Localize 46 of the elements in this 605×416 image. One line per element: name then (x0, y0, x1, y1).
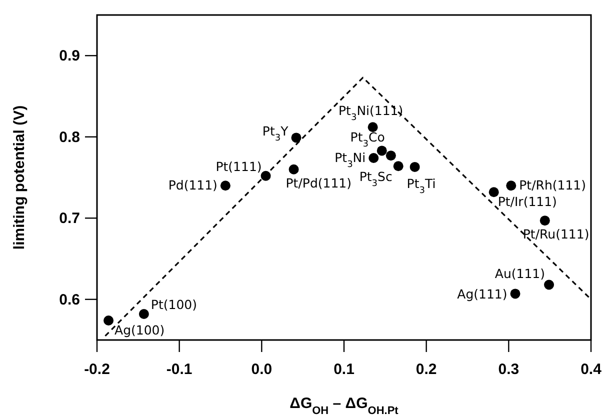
point (288, 164, 299, 174)
annotation: Pt(100) (150, 297, 197, 312)
point (506, 180, 516, 191)
annotation: Pt$_{3}$Ti (406, 176, 436, 196)
point (544, 280, 554, 290)
y-axis-title: limiting potential (V) (11, 105, 28, 250)
point (410, 162, 420, 172)
y-tick-label: 0.8 (59, 128, 80, 146)
point (291, 132, 302, 143)
annotation: Ag(111) (457, 286, 508, 302)
x-tick-label: 0.1 (334, 361, 354, 378)
annotation: Ag(100) (114, 322, 165, 338)
annotation: Au(111) (494, 266, 546, 281)
annotation: Pt$_{3}$Y (262, 124, 289, 144)
point (488, 187, 499, 198)
point (368, 153, 379, 163)
y-tick-label: 0.9 (59, 48, 80, 65)
point (386, 150, 396, 161)
x-tick-label: 0.2 (416, 361, 437, 378)
x-tick-label: -0.1 (166, 361, 192, 378)
annotation: Pd(111) (168, 178, 218, 193)
point (220, 180, 230, 191)
point (368, 122, 378, 132)
point (138, 309, 149, 319)
annotation: Pt/Ir(111) (498, 194, 557, 210)
annotation: Pt$_{3}$Ni(111) (338, 103, 404, 124)
y-tick-label: 0.7 (59, 210, 80, 228)
annotation: Pt/Ru(111) (522, 226, 590, 242)
x-tick-label: 0.3 (498, 361, 520, 378)
annotation: Pt/Rh(111) (519, 178, 586, 193)
x-tick-label: 0.4 (580, 361, 602, 378)
y-tick-label: 0.6 (59, 291, 80, 308)
annotation: Pt/Pd(111) (286, 175, 352, 190)
point (540, 216, 550, 226)
point (510, 288, 520, 299)
point (260, 170, 271, 181)
x-axis-title: ΔG$_{OH}$ – ΔG$_{OH.Pt}$ (290, 395, 399, 416)
annotation: Pt$_{3}$Ni (334, 150, 366, 170)
annotation: Pt$_{3}$Sc (359, 169, 392, 190)
annotation: Pt$_{3}$Co (350, 130, 385, 150)
x-tick-label: -0.2 (84, 361, 110, 378)
point (376, 146, 387, 156)
point (104, 316, 114, 326)
annotation: Pt(111) (216, 158, 262, 174)
x-tick-label: 0.0 (251, 361, 272, 378)
point (393, 161, 404, 172)
